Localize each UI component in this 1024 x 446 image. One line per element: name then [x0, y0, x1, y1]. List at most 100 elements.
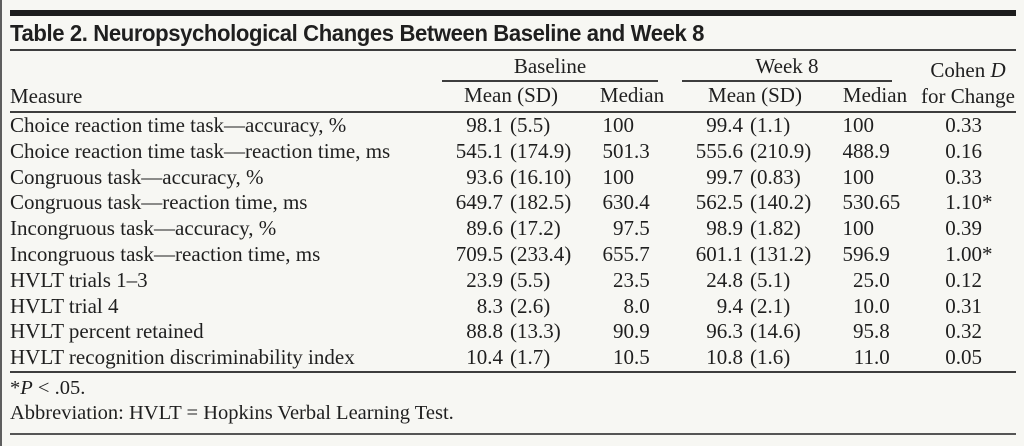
- cell-week8-median: 25.0: [830, 268, 920, 294]
- table-bottom-rule: [10, 432, 1016, 435]
- baseline-median-dec: .0: [634, 293, 650, 318]
- cell-cohen-d: 0.16: [920, 139, 1016, 165]
- week8-median-dec: .65: [874, 190, 901, 215]
- baseline-sd-value: (174.9): [510, 138, 572, 163]
- cohen-d-value: 1.00: [945, 241, 982, 266]
- cell-cohen-d: 1.00*: [920, 242, 1016, 268]
- week8-median-int: 95: [853, 319, 874, 344]
- cell-baseline-mean-sd: 23.9 (5.5): [438, 268, 584, 294]
- table-title: Table 2. Neuropsychological Changes Betw…: [10, 20, 705, 46]
- cell-cohen-d: 0.33: [920, 165, 1016, 191]
- column-header-cohen-d: Cohen D for Change: [920, 53, 1016, 113]
- week8-sd-value: (14.6): [750, 319, 801, 344]
- table-title-row: Table 2. Neuropsychological Changes Betw…: [10, 16, 1016, 51]
- baseline-median-int: 655: [602, 241, 635, 266]
- cell-measure: HVLT trial 4: [10, 293, 119, 318]
- cell-baseline-mean-sd: 98.1 (5.5): [438, 112, 584, 139]
- group-header-row: Measure Baseline Week 8 Cohen D for Chan…: [10, 53, 1016, 113]
- cell-measure: HVLT percent retained: [10, 319, 204, 344]
- week8-median-int: 488: [842, 138, 875, 163]
- week8-sd-value: (140.2): [750, 190, 812, 215]
- week8-median-int: 596: [842, 241, 875, 266]
- week8-mean-value: 99.4: [706, 113, 743, 137]
- table-row: Choice reaction time task—reaction time,…: [10, 139, 1016, 165]
- baseline-median-int: 97: [613, 216, 634, 241]
- cell-baseline-median: 655.7: [584, 242, 680, 268]
- baseline-median-int: 90: [613, 319, 634, 344]
- week8-mean-value: 24.8: [706, 267, 743, 292]
- baseline-sd-value: (5.5): [510, 113, 551, 137]
- baseline-sd-value: (2.6): [510, 293, 551, 318]
- baseline-median-dec: .5: [634, 267, 650, 292]
- baseline-mean-value: 23.9: [466, 267, 503, 292]
- baseline-sd-value: (5.5): [510, 267, 551, 292]
- baseline-median-int: 100: [602, 164, 635, 189]
- week8-median-dec: .0: [874, 267, 890, 292]
- cell-baseline-median: 97.5: [584, 216, 680, 242]
- cell-baseline-median: 8.0: [584, 294, 680, 320]
- cohen-d-value: 1.10: [945, 190, 982, 215]
- week8-median-dec: .9: [874, 138, 890, 163]
- footnote-p-rest: < .05.: [32, 376, 86, 399]
- baseline-mean-value: 8.3: [476, 293, 503, 318]
- cohen-d-value: 0.12: [945, 267, 982, 292]
- cohen-d-significance-marker: *: [982, 190, 993, 215]
- baseline-median-int: 23: [613, 267, 634, 292]
- footnote-significance: *P < .05.: [10, 376, 1016, 402]
- cohen-d-value: 0.39: [945, 216, 982, 241]
- cell-week8-median: 10.0: [830, 294, 920, 320]
- baseline-median-int: 10: [613, 345, 634, 370]
- cell-baseline-median: 90.9: [584, 319, 680, 345]
- cell-measure: Incongruous task—accuracy, %: [10, 216, 277, 241]
- cell-week8-median: 100: [830, 165, 920, 191]
- baseline-group-label: Baseline: [442, 53, 658, 82]
- cell-baseline-mean-sd: 10.4 (1.7): [438, 345, 584, 373]
- week8-sd-value: (1.1): [750, 113, 791, 137]
- table-body: Choice reaction time task—accuracy, % 98…: [10, 112, 1016, 373]
- cohen-header-prefix: Cohen: [930, 58, 986, 82]
- baseline-median-int: 501: [602, 138, 635, 163]
- table-row: HVLT recognition discriminability index …: [10, 345, 1016, 373]
- baseline-mean-value: 649.7: [455, 190, 503, 215]
- cell-measure: HVLT recognition discriminability index: [10, 345, 438, 373]
- cell-week8-mean-sd: 562.5 (140.2): [680, 190, 830, 216]
- cell-measure: Congruous task—accuracy, %: [10, 164, 264, 189]
- table-row: HVLT percent retained 88.8 (13.3) 90.9 96…: [10, 319, 1016, 345]
- cohen-d-value: 0.16: [945, 138, 982, 163]
- week8-group-label: Week 8: [682, 53, 892, 82]
- cohen-d-value: 0.33: [945, 113, 982, 137]
- week8-median-int: 530: [842, 190, 875, 215]
- baseline-median-dec: .4: [634, 190, 650, 215]
- table-row: Choice reaction time task—accuracy, % 98…: [10, 112, 1016, 139]
- cell-baseline-mean-sd: 709.5 (233.4): [438, 242, 584, 268]
- baseline-sd-value: (233.4): [510, 241, 572, 266]
- baseline-mean-value: 98.1: [466, 113, 503, 137]
- baseline-median-dec: .7: [634, 241, 650, 266]
- scan-edge-line: [0, 0, 2, 446]
- cell-baseline-median: 10.5: [584, 345, 680, 373]
- baseline-sd-value: (1.7): [510, 345, 551, 370]
- cell-week8-median: 530.65: [830, 190, 920, 216]
- cell-baseline-mean-sd: 88.8 (13.3): [438, 319, 584, 345]
- week8-median-int: 25: [853, 267, 874, 292]
- baseline-mean-value: 709.5: [455, 241, 503, 266]
- cell-week8-median: 100: [830, 112, 920, 139]
- week8-mean-value: 601.1: [695, 241, 743, 266]
- cell-cohen-d: 0.32: [920, 319, 1016, 345]
- table-row: Congruous task—accuracy, % 93.6 (16.10) 1…: [10, 165, 1016, 191]
- cohen-d-value: 0.05: [945, 345, 982, 370]
- week8-sd-value: (210.9): [750, 138, 812, 163]
- cell-baseline-mean-sd: 89.6 (17.2): [438, 216, 584, 242]
- table-content: Table 2. Neuropsychological Changes Betw…: [10, 10, 1016, 435]
- week8-mean-value: 9.4: [716, 293, 743, 318]
- cell-week8-mean-sd: 98.9 (1.82): [680, 216, 830, 242]
- column-header-week8-median: Median: [830, 82, 920, 113]
- data-table: Measure Baseline Week 8 Cohen D for Chan…: [10, 53, 1016, 373]
- table-row: Incongruous task—accuracy, % 89.6 (17.2) …: [10, 216, 1016, 242]
- cohen-header-d: D: [990, 58, 1006, 82]
- week8-mean-value: 562.5: [695, 190, 743, 215]
- cohen-d-value: 0.33: [945, 164, 982, 189]
- column-group-week8: Week 8: [680, 53, 920, 82]
- cell-cohen-d: 0.33: [920, 112, 1016, 139]
- cell-baseline-mean-sd: 649.7 (182.5): [438, 190, 584, 216]
